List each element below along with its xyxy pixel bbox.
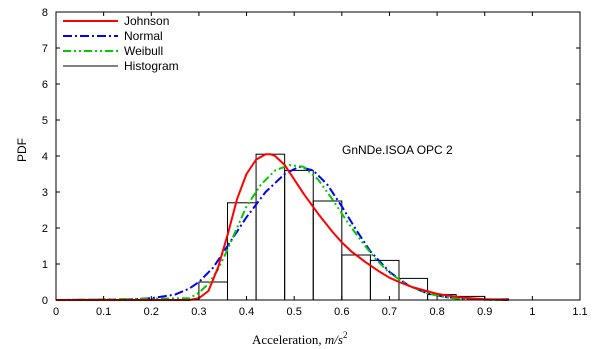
x-axis-label-text: Acceleration,: [252, 332, 325, 347]
histogram-bar: [255, 153, 286, 301]
x-tick-label: 0.4: [239, 306, 254, 318]
legend-label-histogram: Histogram: [124, 59, 179, 73]
x-tick-label: 0.6: [334, 306, 349, 318]
y-tick-label: 5: [42, 115, 48, 127]
series-line-normal: [55, 165, 509, 301]
tick-labels: 0 0.1 0.2 0.3 0.4 0.5 0.6 0.7 0.8 0.9 1 1.1 0 1 2 3 4 5 6 7…: [42, 7, 588, 318]
x-tick-label: 0.7: [382, 306, 397, 318]
legend-item-histogram: Histogram: [63, 59, 179, 73]
x-axis-label-exponent: 2: [343, 330, 348, 340]
y-tick-label: 2: [42, 223, 48, 235]
series-line-johnson: [56, 153, 509, 301]
y-tick-label: 6: [42, 79, 48, 91]
legend-label-weibull: Weibull: [124, 44, 163, 58]
y-tick-label: 3: [42, 187, 48, 199]
legend: Johnson Normal Weibull Histogram: [63, 14, 179, 73]
legend-label-normal: Normal: [124, 29, 163, 43]
x-tick-label: 0.1: [96, 306, 111, 318]
x-axis-label: Acceleration, m/s2: [252, 330, 347, 347]
y-tick-label: 4: [42, 151, 48, 163]
legend-item-normal: Normal: [63, 29, 163, 43]
x-tick-label: 0.8: [429, 306, 444, 318]
legend-label-johnson: Johnson: [124, 14, 169, 28]
x-tick-label: 0.3: [191, 306, 206, 318]
x-tick-label: 1: [529, 306, 535, 318]
y-tick-label: 7: [42, 43, 48, 55]
x-tick-label: 0.5: [287, 306, 302, 318]
y-tick-label: 1: [42, 259, 48, 271]
x-axis-label-unit: m/s: [325, 332, 343, 347]
histogram-bar: [312, 200, 343, 301]
series-line-weibull: [55, 164, 509, 301]
x-tick-label: 0.2: [144, 306, 159, 318]
legend-item-weibull: Weibull: [63, 44, 163, 58]
histogram-bar: [198, 281, 228, 301]
series-lines: [55, 153, 509, 301]
x-tick-label: 1.1: [572, 306, 587, 318]
y-tick-label: 8: [42, 7, 48, 19]
histogram-bar: [284, 169, 314, 301]
annotation-label: GnNDe.ISOA OPC 2: [342, 143, 453, 157]
y-axis-label: PDF: [15, 138, 29, 162]
x-tick-label: 0.9: [477, 306, 492, 318]
legend-item-johnson: Johnson: [63, 14, 169, 28]
y-tick-label: 0: [42, 295, 48, 307]
x-tick-label: 0: [53, 306, 59, 318]
